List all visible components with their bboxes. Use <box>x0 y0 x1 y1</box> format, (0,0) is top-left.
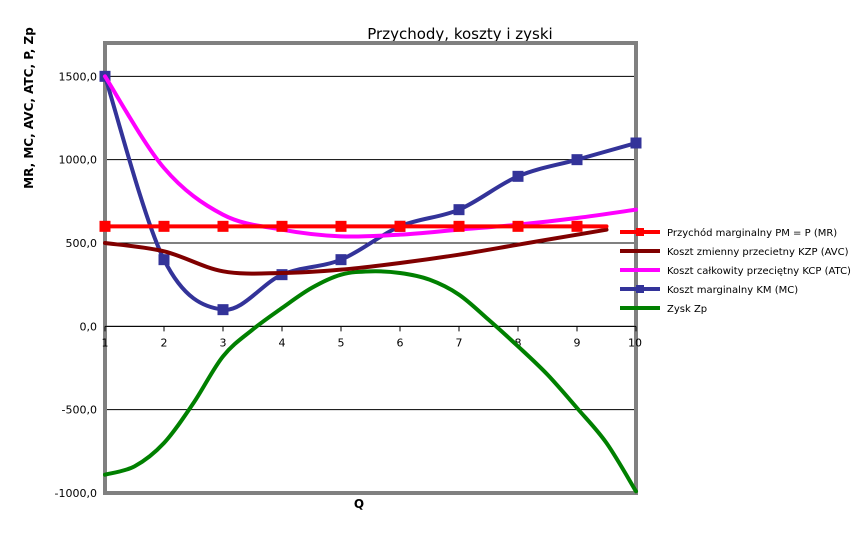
x-tick-label: 9 <box>574 336 581 349</box>
legend-label-2: Koszt całkowity przeciętny KCP (ATC) <box>667 266 851 277</box>
x-tick-label: 1 <box>102 336 109 349</box>
series-0-point <box>335 220 347 232</box>
legend-label-1: Koszt zmienny przecietny KZP (AVC) <box>667 247 849 258</box>
chart-title: Przychody, koszty i zyski <box>367 25 552 43</box>
x-tick-label: 4 <box>279 336 286 349</box>
y-tick-label: 0,0 <box>80 320 98 333</box>
x-tick-label: 2 <box>161 336 168 349</box>
x-axis-title: Q <box>354 497 364 511</box>
legend-marker-3 <box>636 285 644 293</box>
series-0-point <box>512 220 524 232</box>
legend-marker-0 <box>636 228 644 236</box>
y-tick-label: 1500,0 <box>59 70 98 83</box>
y-tick-label: -500,0 <box>62 404 97 417</box>
series-3-point <box>217 304 229 316</box>
series-0-point <box>99 220 111 232</box>
legend-label-4: Zysk Zp <box>667 304 707 315</box>
legend-label-0: Przychód marginalny PM = P (MR) <box>667 227 837 239</box>
x-tick-label: 7 <box>456 336 463 349</box>
y-tick-label: -1000,0 <box>55 487 97 500</box>
legend: Przychód marginalny PM = P (MR) Koszt zmi… <box>620 227 851 315</box>
x-tick-label: 5 <box>338 336 345 349</box>
series-0-point <box>571 220 583 232</box>
x-tick-label: 6 <box>397 336 404 349</box>
series-line-3 <box>103 74 638 312</box>
series-3-point <box>571 154 583 166</box>
series-3-point <box>335 254 347 266</box>
y-tick-label: 1000,0 <box>59 154 98 167</box>
x-tick-label: 8 <box>515 336 522 349</box>
x-tick-label: 3 <box>220 336 227 349</box>
series-0-point <box>394 220 406 232</box>
plot-area: -1000,0 -500,0 0,0 500,0 1000,0 1500,0 1 2 3 4 5 6 7… <box>55 41 642 500</box>
x-tick-label: 10 <box>628 336 642 349</box>
series-0-point <box>217 220 229 232</box>
series-3-point <box>453 204 465 216</box>
series-3-point <box>512 170 524 182</box>
series-0-point <box>276 220 288 232</box>
series-line-1 <box>103 227 609 276</box>
y-axis-title: MR, MC, AVC, ATC, P, Zp <box>22 27 36 189</box>
series-3-point <box>158 254 170 266</box>
series-line-2 <box>103 74 638 239</box>
series-line-4 <box>103 269 638 494</box>
series-0-point <box>453 220 465 232</box>
series-3-point <box>630 137 642 149</box>
series-0-point <box>158 220 170 232</box>
y-tick-label: 500,0 <box>66 237 98 250</box>
legend-label-3: Koszt marginalny KM (MC) <box>667 285 798 296</box>
